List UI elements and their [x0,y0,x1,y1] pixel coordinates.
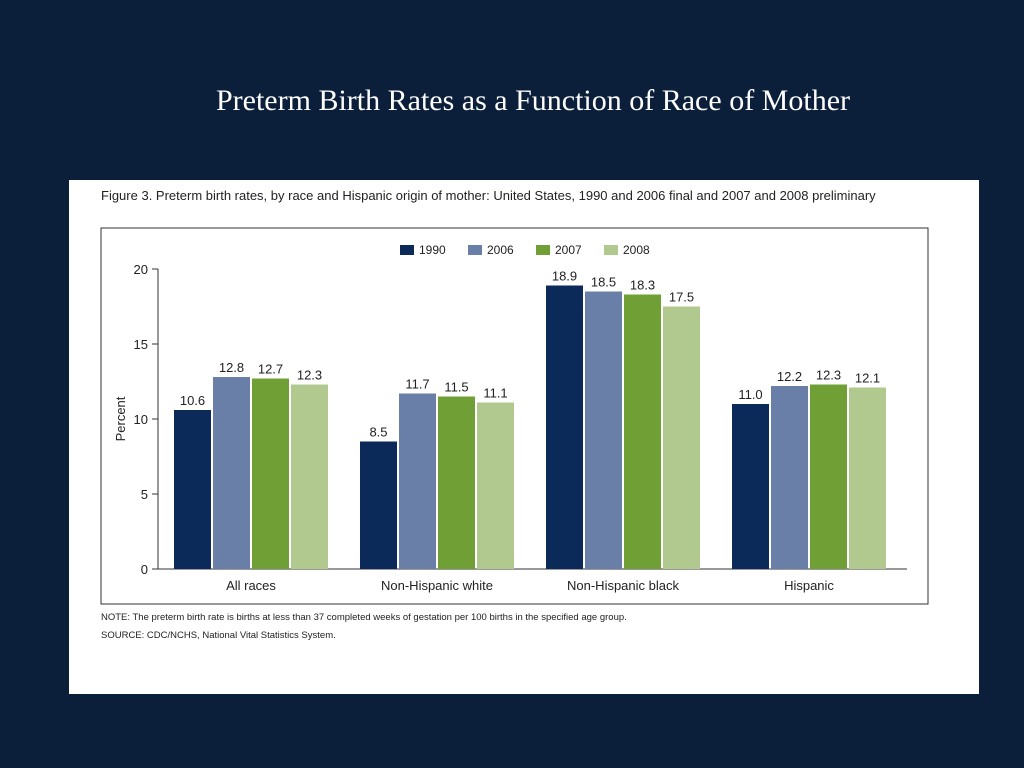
y-tick-label: 20 [134,262,148,277]
data-label: 12.8 [219,360,244,375]
bar [399,393,436,569]
figure-caption: Figure 3. Preterm birth rates, by race a… [101,188,876,203]
bar [732,404,769,569]
data-label: 8.5 [369,425,387,440]
data-label: 11.0 [738,387,762,402]
data-label: 18.3 [630,278,655,293]
bars [174,285,886,569]
value-labels: 10.6 12.8 12.7 12.3 8.5 11.7 11.5 11.1 18.9 18.5 1… [180,269,880,440]
legend-swatch [536,245,550,255]
figure-source: SOURCE: CDC/NCHS, National Vital Statist… [101,630,336,641]
legend-swatch [604,245,618,255]
data-label: 18.5 [591,275,616,290]
bar-chart: 1990 2006 2007 2008 0 5 10 15 20 Percent All rac… [100,227,929,605]
bar [252,378,289,569]
x-tick-label: Non-Hispanic white [381,578,493,593]
legend-label: 1990 [419,243,446,257]
legend-label: 2006 [487,243,514,257]
legend-label: 2007 [555,243,582,257]
y-axis: 0 5 10 15 20 Percent [113,262,159,577]
y-tick-label: 0 [141,562,148,577]
bar [585,291,622,569]
data-label: 12.3 [297,368,322,383]
x-tick-label: Non-Hispanic black [567,578,679,593]
bar [360,441,397,569]
bar [477,402,514,569]
y-axis-label: Percent [113,396,128,441]
data-label: 12.3 [816,368,841,383]
bar [213,377,250,569]
bar [624,294,661,569]
bar [174,410,211,569]
bar [849,387,886,569]
y-tick-label: 15 [134,337,148,352]
legend-swatch [400,245,414,255]
figure-note: NOTE: The preterm birth rate is births a… [101,612,627,623]
data-label: 11.7 [405,377,429,392]
chart-legend: 1990 2006 2007 2008 [400,243,650,257]
data-label: 10.6 [180,393,205,408]
x-tick-label: All races [226,578,276,593]
data-label: 18.9 [552,269,577,284]
data-label: 11.5 [444,380,468,395]
bar [771,386,808,569]
figure-panel: Figure 3. Preterm birth rates, by race a… [69,180,979,694]
data-label: 11.1 [483,386,507,401]
bar [810,384,847,569]
x-axis: All races Non-Hispanic white Non-Hispanic … [158,568,907,593]
x-tick-label: Hispanic [784,578,834,593]
bar [546,285,583,569]
data-label: 12.1 [855,371,880,386]
chart-frame [100,227,929,605]
legend-label: 2008 [623,243,650,257]
data-label: 12.7 [258,362,283,377]
data-label: 12.2 [777,369,802,384]
legend-swatch [468,245,482,255]
bar [438,396,475,569]
y-tick-label: 5 [141,487,148,502]
bar [291,384,328,569]
slide-title: Preterm Birth Rates as a Function of Rac… [215,84,850,117]
bar [663,306,700,569]
y-tick-label: 10 [134,412,148,427]
data-label: 17.5 [669,290,694,305]
